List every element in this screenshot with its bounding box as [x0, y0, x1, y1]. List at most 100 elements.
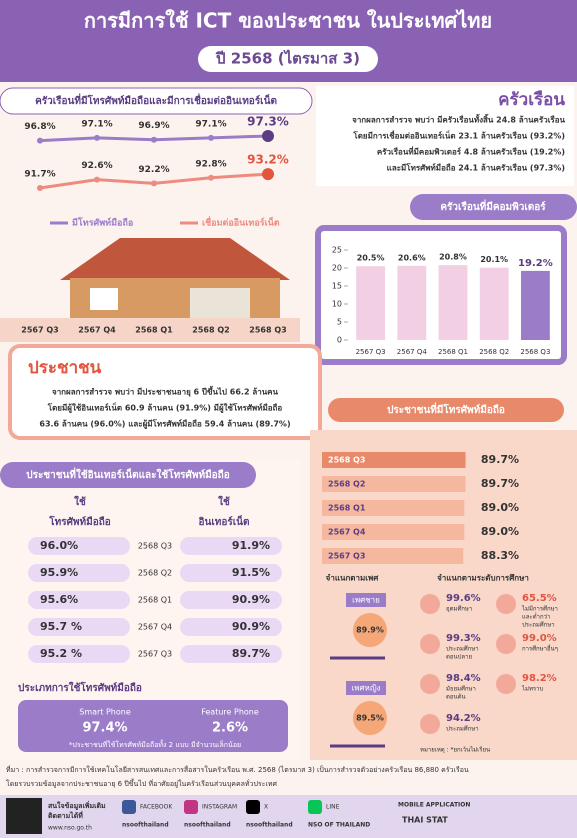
x-tick-label: 2568 Q3	[520, 348, 550, 356]
item-label: Feature Phone	[201, 708, 259, 717]
cell: 95.2 %	[40, 647, 82, 660]
icon	[420, 594, 440, 614]
x-tick-label: 2567 Q4	[397, 348, 428, 356]
row-pill	[180, 645, 282, 663]
item-value: 89.5%	[356, 714, 384, 723]
item-label: และต่ำกว่า	[522, 613, 550, 621]
footer-text: ติดตามได้ที่	[48, 810, 84, 820]
tag	[346, 593, 386, 607]
paragraph: ครัวเรือนที่มีคอมพิวเตอร์ 4.8 ล้านครัวเร…	[377, 146, 565, 157]
y-tick-label: 2568 Q1	[328, 504, 366, 513]
social-icon	[122, 800, 136, 814]
y-tick-label: 25	[332, 246, 342, 255]
cell: 90.9%	[232, 620, 270, 633]
paragraph: และมีโทรศัพท์มือถือ 24.1 ล้านครัวเรือน (…	[387, 163, 565, 173]
cell: 95.9%	[40, 566, 78, 579]
chart-title: ครัวเรือนที่มีโทรศัพท์มือถือและมีการเชื่…	[35, 93, 277, 107]
website[interactable]: www.nso.go.th	[48, 825, 92, 832]
data-label: 20.5%	[357, 254, 385, 263]
data-label: 20.6%	[398, 253, 426, 262]
column-header: โทรศัพท์มือถือ	[48, 515, 111, 528]
row-pill	[180, 618, 282, 636]
data-label: 97.3%	[247, 115, 289, 129]
item-label: ไม่ทราบ	[521, 685, 544, 693]
y-tick-label: 20	[332, 264, 342, 273]
point	[262, 168, 274, 181]
note: หมายเหตุ : *ยกเว้นไม่เรียน	[420, 746, 490, 754]
data-label: 89.7%	[481, 477, 519, 490]
y-tick-label: 0	[337, 336, 342, 345]
page-title: การมีการใช้ ICT ของประชาชน ในประเทศไทย	[84, 9, 492, 33]
chart-title: ประชาชนที่มีโทรศัพท์มือถือ	[387, 402, 505, 416]
item-label: มัธยมศึกษา	[446, 686, 476, 693]
social-handle[interactable]: nsoofthailand	[184, 822, 231, 829]
item-label: ตอนต้น	[446, 694, 466, 701]
item-value: 94.2%	[446, 713, 481, 724]
y-tick-label: 10	[332, 300, 342, 309]
y-tick-label: 5	[337, 318, 342, 327]
point	[37, 185, 43, 191]
social-handle[interactable]: NSO OF THAILAND	[308, 822, 370, 829]
x-tick-label: 2568 Q3	[249, 326, 286, 335]
data-label: 89.0%	[481, 501, 519, 514]
data-label: 88.3%	[481, 549, 519, 562]
item-label: เพศชาย	[352, 596, 380, 605]
title-pill	[410, 194, 577, 220]
point	[262, 130, 274, 142]
tag	[346, 681, 386, 695]
house	[60, 238, 290, 318]
badge	[353, 701, 387, 735]
icon	[420, 714, 440, 734]
axis-band	[0, 318, 300, 342]
cell: 2568 Q3	[138, 542, 172, 551]
paragraph: จากผลการสำรวจ พบว่า มีครัวเรือนทั้งสิ้น …	[352, 114, 565, 125]
legend-label: มีโทรศัพท์มือถือ	[72, 217, 133, 229]
icon	[420, 674, 440, 694]
household-box	[316, 86, 574, 186]
data-label: 89.7%	[481, 453, 519, 466]
item-value: 99.0%	[522, 633, 557, 644]
y-tick-label: 2567 Q4	[328, 528, 366, 537]
note: *ประชาชนที่ใช้โทรศัพท์มือถือทั้ง 2 แบบ ม…	[69, 738, 241, 749]
social-label: X	[264, 804, 268, 811]
x-tick-label: 2568 Q2	[192, 326, 229, 335]
column-header: ใช้	[74, 495, 86, 508]
item-value: 98.4%	[446, 673, 481, 684]
paragraph: โดยมีการเชื่อมต่ออินเทอร์เน็ต 23.1 ล้านค…	[352, 130, 565, 141]
app-name[interactable]: THAI STAT	[402, 816, 448, 825]
title-pill	[0, 87, 313, 115]
footer-band	[0, 795, 577, 838]
section-title: จำแนกตามระดับการศึกษา	[437, 574, 529, 583]
item-label: ไม่มีการศึกษา	[521, 605, 558, 613]
bar	[479, 267, 509, 340]
item-value: 99.6%	[446, 593, 481, 604]
cell: 2567 Q3	[138, 650, 172, 659]
social-icon	[308, 800, 322, 814]
bar	[520, 270, 550, 340]
social-handle[interactable]: nsoofthailand	[122, 822, 169, 829]
subtitle: ปี 2568 (ไตรมาส 3)	[215, 49, 360, 68]
bar	[322, 476, 466, 492]
row-pill	[28, 591, 130, 609]
data-label: 20.1%	[480, 255, 508, 264]
y-tick-label: 2567 Q3	[328, 552, 365, 561]
title-pill	[328, 398, 564, 422]
item-label: อุดมศึกษา	[446, 606, 472, 613]
icon	[496, 674, 516, 694]
data-label: 19.2%	[518, 258, 553, 269]
bar	[438, 265, 468, 340]
row-pill	[28, 537, 130, 555]
data-label: 92.2%	[138, 165, 169, 175]
social-handle[interactable]: nsoofthailand	[246, 822, 293, 829]
item-label: ประถมศึกษา	[446, 726, 479, 733]
cell: 2567 Q4	[138, 623, 172, 632]
row-pill	[28, 645, 130, 663]
chart-title: ครัวเรือนที่มีคอมพิวเตอร์	[440, 199, 546, 213]
column-header: อินเทอร์เน็ต	[199, 514, 250, 528]
item-value: 98.2%	[522, 673, 557, 684]
qr-code	[6, 798, 42, 834]
icon	[420, 634, 440, 654]
icon	[496, 594, 516, 614]
point	[151, 180, 157, 187]
row-pill	[180, 564, 282, 582]
